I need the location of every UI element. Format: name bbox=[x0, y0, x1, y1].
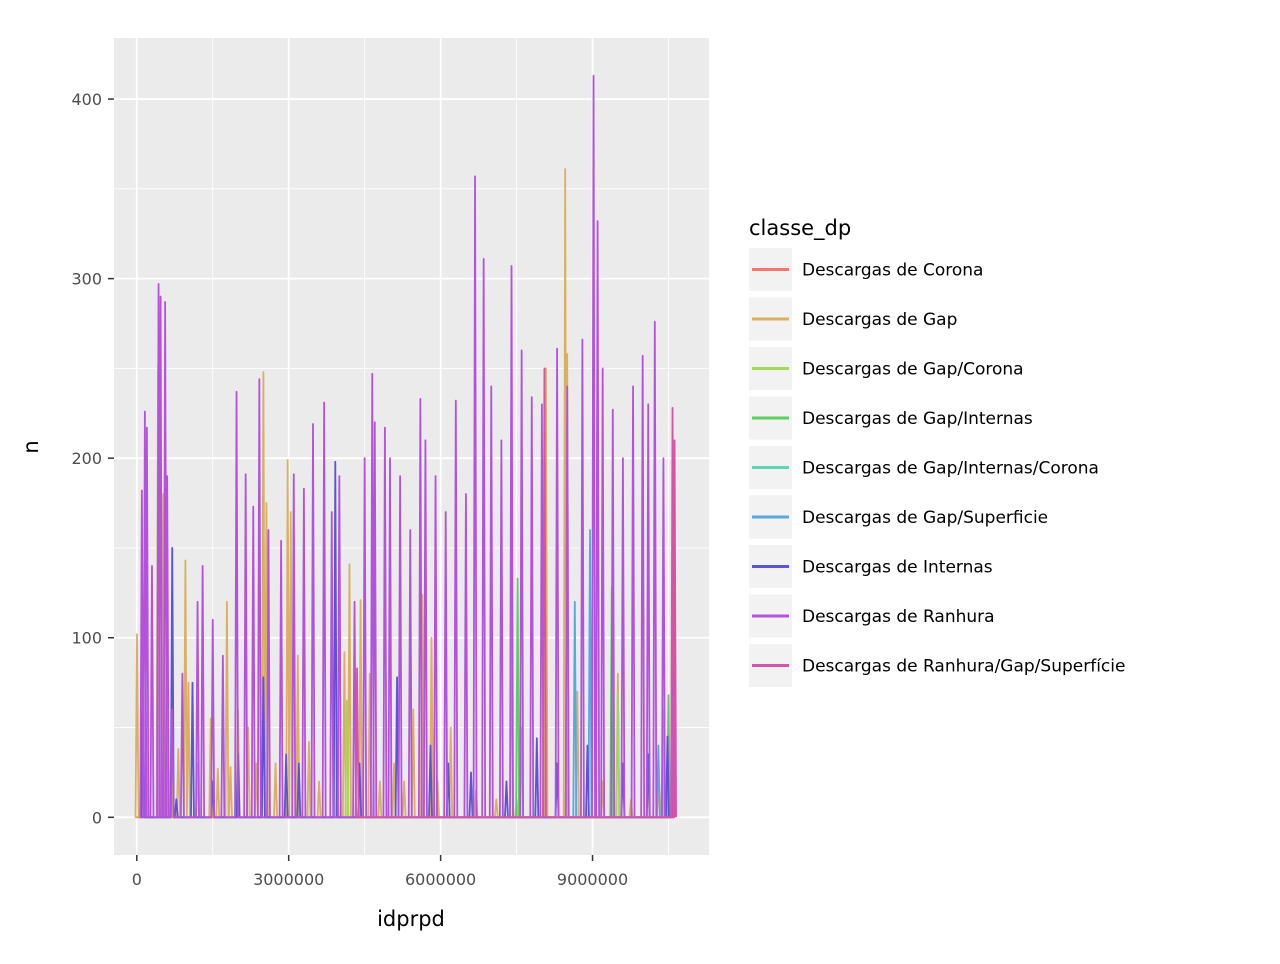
y-axis: 0 100 200 300 400 bbox=[71, 90, 114, 827]
y-tick-label: 300 bbox=[71, 270, 102, 289]
legend: classe_dp Descargas de Corona Descargas d… bbox=[749, 216, 1125, 687]
legend-label-5: Descargas de Gap/Internas/Corona bbox=[802, 459, 1099, 479]
series-6-line bbox=[572, 529, 661, 819]
legend-label-7: Descargas de Internas bbox=[802, 558, 993, 578]
legend-title: classe_dp bbox=[749, 216, 851, 241]
series-layer bbox=[134, 74, 677, 819]
y-tick-label: 100 bbox=[71, 629, 102, 648]
legend-label-4: Descargas de Gap/Internas bbox=[802, 409, 1033, 429]
y-axis-title: n bbox=[19, 440, 43, 453]
series-9-line bbox=[354, 367, 677, 819]
legend-label-8: Descargas de Ranhura bbox=[802, 607, 995, 627]
x-tick-label: 9000000 bbox=[557, 870, 628, 889]
x-axis: 0 3000000 6000000 9000000 bbox=[132, 855, 628, 889]
legend-label-6: Descargas de Gap/Superficie bbox=[802, 508, 1048, 528]
y-tick-label: 0 bbox=[92, 808, 102, 827]
legend-label-3: Descargas de Gap/Corona bbox=[802, 360, 1024, 380]
x-axis-title: idprpd bbox=[377, 907, 445, 931]
x-tick-label: 6000000 bbox=[405, 870, 476, 889]
x-tick-label: 3000000 bbox=[253, 870, 324, 889]
y-tick-label: 200 bbox=[71, 449, 102, 468]
legend-label-2: Descargas de Gap bbox=[802, 310, 957, 330]
grid-minor bbox=[114, 38, 709, 855]
x-tick-label: 0 bbox=[132, 870, 142, 889]
legend-label-9: Descargas de Ranhura/Gap/Superfície bbox=[802, 657, 1125, 677]
y-tick-label: 400 bbox=[71, 90, 102, 109]
legend-label-1: Descargas de Corona bbox=[802, 261, 983, 281]
